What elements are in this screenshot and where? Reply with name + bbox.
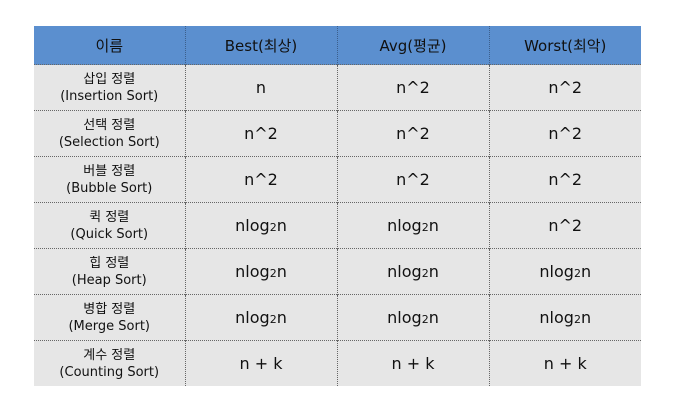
algorithm-name-english: (Bubble Sort) [66,180,153,196]
best-complexity-value: n^2 [244,170,278,189]
worst-complexity-cell: nlog2n [488,248,641,295]
best-complexity-value: nlog2n [235,262,287,281]
best-complexity-value: nlog2n [235,308,287,327]
avg-complexity-cell: nlog2n [336,248,489,295]
avg-complexity-cell: n^2 [336,156,489,203]
algorithm-name-korean: 삽입 정렬 [83,71,136,87]
header-avg: Avg(평균) [336,26,489,65]
algorithm-name-korean: 힙 정렬 [89,255,130,271]
worst-complexity-value: nlog2n [539,262,592,281]
avg-complexity-value: n^2 [396,170,430,189]
best-complexity-cell: nlog2n [184,248,337,295]
algorithm-name-english: (Insertion Sort) [60,88,159,104]
avg-complexity-cell: nlog2n [336,202,489,249]
algorithm-name-english: (Merge Sort) [68,318,150,334]
best-complexity-value: n^2 [244,124,278,143]
algorithm-name-cell: 힙 정렬 (Heap Sort) [34,248,185,295]
table-row: 병합 정렬 (Merge Sort) nlog2n nlog2n nlog2n [34,294,641,341]
algorithm-name-cell: 선택 정렬 (Selection Sort) [34,110,185,157]
sorting-complexity-table: 이름 Best(최상) Avg(평균) Worst(최악) 삽입 정렬 (Inse… [34,26,641,386]
header-name: 이름 [34,26,185,65]
algorithm-name-korean: 선택 정렬 [83,117,136,133]
avg-complexity-cell: nlog2n [336,294,489,341]
avg-complexity-value: nlog2n [387,308,439,327]
algorithm-name-cell: 계수 정렬 (Counting Sort) [34,340,185,386]
algorithm-name-cell: 퀵 정렬 (Quick Sort) [34,202,185,249]
algorithm-name-korean: 병합 정렬 [83,301,136,317]
best-complexity-cell: n [184,64,337,111]
table-row: 선택 정렬 (Selection Sort) n^2 n^2 n^2 [34,110,641,157]
table-row: 삽입 정렬 (Insertion Sort) n n^2 n^2 [34,64,641,111]
worst-complexity-value: nlog2n [539,308,592,327]
algorithm-name-korean: 계수 정렬 [83,347,136,363]
algorithm-name-cell: 삽입 정렬 (Insertion Sort) [34,64,185,111]
best-complexity-cell: nlog2n [184,202,337,249]
header-worst: Worst(최악) [488,26,641,65]
avg-complexity-value: n^2 [396,78,430,97]
avg-complexity-value: nlog2n [387,262,439,281]
worst-complexity-value: n^2 [548,78,583,97]
worst-complexity-cell: n^2 [488,156,641,203]
algorithm-name-cell: 버블 정렬 (Bubble Sort) [34,156,185,203]
algorithm-name-korean: 퀵 정렬 [89,209,130,225]
worst-complexity-value: n + k [543,354,587,373]
worst-complexity-cell: n^2 [488,202,641,249]
algorithm-name-cell: 병합 정렬 (Merge Sort) [34,294,185,341]
algorithm-name-english: (Selection Sort) [58,134,160,150]
table-row: 버블 정렬 (Bubble Sort) n^2 n^2 n^2 [34,156,641,203]
worst-complexity-cell: n^2 [488,64,641,111]
avg-complexity-value: nlog2n [387,216,439,235]
worst-complexity-value: n^2 [548,170,583,189]
algorithm-name-english: (Quick Sort) [70,226,149,242]
avg-complexity-cell: n^2 [336,64,489,111]
algorithm-name-english: (Counting Sort) [59,364,160,380]
best-complexity-cell: n^2 [184,110,337,157]
avg-complexity-value: n^2 [396,124,430,143]
best-complexity-cell: nlog2n [184,294,337,341]
best-complexity-value: n + k [239,354,283,373]
best-complexity-value: n [255,78,267,97]
header-best: Best(최상) [184,26,337,65]
worst-complexity-cell: n + k [488,340,641,386]
worst-complexity-value: n^2 [548,124,583,143]
avg-complexity-cell: n^2 [336,110,489,157]
table-row: 계수 정렬 (Counting Sort) n + k n + k n + k [34,340,641,386]
algorithm-name-english: (Heap Sort) [71,272,147,288]
sorting-complexity-table-container: 이름 Best(최상) Avg(평균) Worst(최악) 삽입 정렬 (Inse… [34,26,641,386]
table-row: 퀵 정렬 (Quick Sort) nlog2n nlog2n n^2 [34,202,641,249]
header-row: 이름 Best(최상) Avg(평균) Worst(최악) [34,26,641,65]
table-row: 힙 정렬 (Heap Sort) nlog2n nlog2n nlog2n [34,248,641,295]
algorithm-name-korean: 버블 정렬 [83,163,136,179]
avg-complexity-cell: n + k [336,340,489,386]
worst-complexity-value: n^2 [548,216,583,235]
best-complexity-cell: n^2 [184,156,337,203]
worst-complexity-cell: n^2 [488,110,641,157]
best-complexity-value: nlog2n [235,216,287,235]
worst-complexity-cell: nlog2n [488,294,641,341]
avg-complexity-value: n + k [391,354,435,373]
best-complexity-cell: n + k [184,340,337,386]
